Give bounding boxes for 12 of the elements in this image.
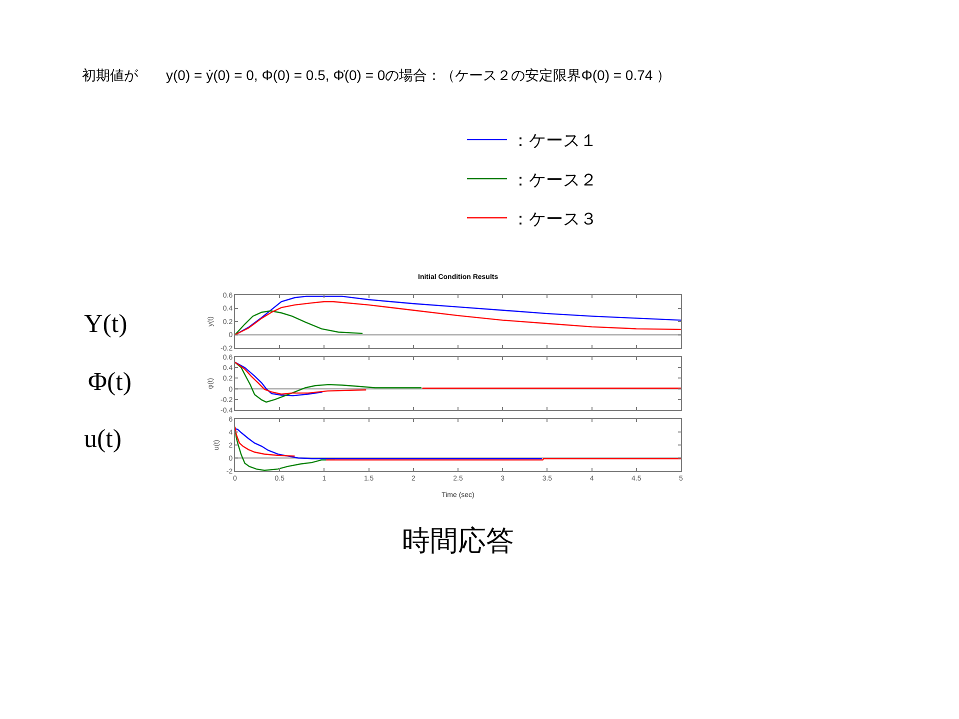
line-series — [235, 310, 364, 336]
text: Y(t) — [84, 309, 128, 338]
legend-label: ：ケース３ — [512, 209, 597, 228]
legend-label: ：ケース２ — [512, 170, 597, 190]
text: Φ(t) — [88, 367, 132, 396]
text: 初期値が y(0) = ẏ(0) = 0, Φ(0) = 0.5, Φ̇(0) = 0の場合：（ケース２の安定限界Φ(0) = 0.74 ） — [82, 67, 671, 83]
text: 時間応答 — [402, 525, 514, 556]
text: u(t) — [84, 424, 122, 453]
legend-label: ：ケース１ — [512, 131, 597, 150]
line-series — [235, 362, 422, 403]
line-series — [235, 428, 542, 460]
line-series — [235, 362, 324, 396]
